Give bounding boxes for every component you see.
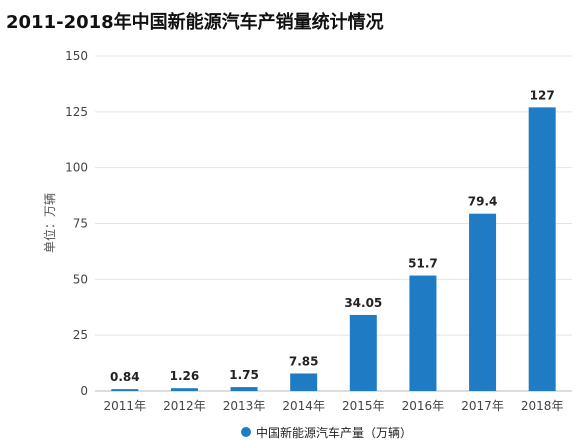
y-axis-title: 单位：万辆 — [42, 193, 57, 253]
bar-value-label: 0.84 — [110, 370, 140, 384]
y-axis-ticks: 0 25 50 75 100 125 150 — [65, 49, 88, 398]
x-tick-label: 2018年 — [521, 399, 564, 413]
x-tick-label: 2016年 — [402, 399, 445, 413]
y-tick-label: 75 — [73, 217, 88, 231]
bar-value-label: 51.7 — [408, 257, 438, 271]
x-tick-label: 2013年 — [223, 399, 266, 413]
x-axis-ticks: 2011年 2012年 2013年 2014年 2015年 2016年 2017年 2018年 — [104, 399, 564, 413]
bar — [469, 213, 497, 391]
bar — [409, 275, 437, 391]
bar-value-label: 34.05 — [344, 296, 382, 310]
y-tick-label: 0 — [80, 384, 88, 398]
bar — [528, 107, 556, 391]
bar-value-label: 7.85 — [289, 354, 319, 368]
y-tick-label: 125 — [65, 105, 88, 119]
legend-label: 中国新能源汽车产量（万辆） — [256, 425, 412, 440]
x-tick-label: 2012年 — [163, 399, 206, 413]
legend: 中国新能源汽车产量（万辆） — [241, 425, 412, 440]
y-tick-label: 100 — [65, 161, 88, 175]
y-tick-label: 50 — [73, 272, 88, 286]
x-tick-label: 2014年 — [282, 399, 325, 413]
bar-value-label: 79.4 — [468, 195, 498, 209]
bar-value-label: 1.75 — [229, 368, 259, 382]
bar — [170, 388, 198, 391]
gridlines — [95, 55, 572, 392]
bar-value-label: 1.26 — [170, 369, 200, 383]
chart-title: 2011-2018年中国新能源汽车产销量统计情况 — [6, 12, 384, 33]
bar-value-labels: 0.84 1.26 1.75 7.85 34.05 51.7 79.4 127 — [110, 88, 555, 384]
x-tick-label: 2015年 — [342, 399, 385, 413]
bar — [230, 387, 258, 391]
x-tick-label: 2017年 — [461, 399, 504, 413]
bar-value-label: 127 — [530, 88, 555, 102]
legend-marker — [241, 427, 251, 437]
y-tick-label: 150 — [65, 49, 88, 63]
bars — [111, 107, 556, 391]
y-tick-label: 25 — [73, 328, 88, 342]
x-tick-label: 2011年 — [104, 399, 147, 413]
bar — [290, 373, 318, 391]
bar — [111, 389, 139, 391]
bar — [349, 314, 377, 391]
